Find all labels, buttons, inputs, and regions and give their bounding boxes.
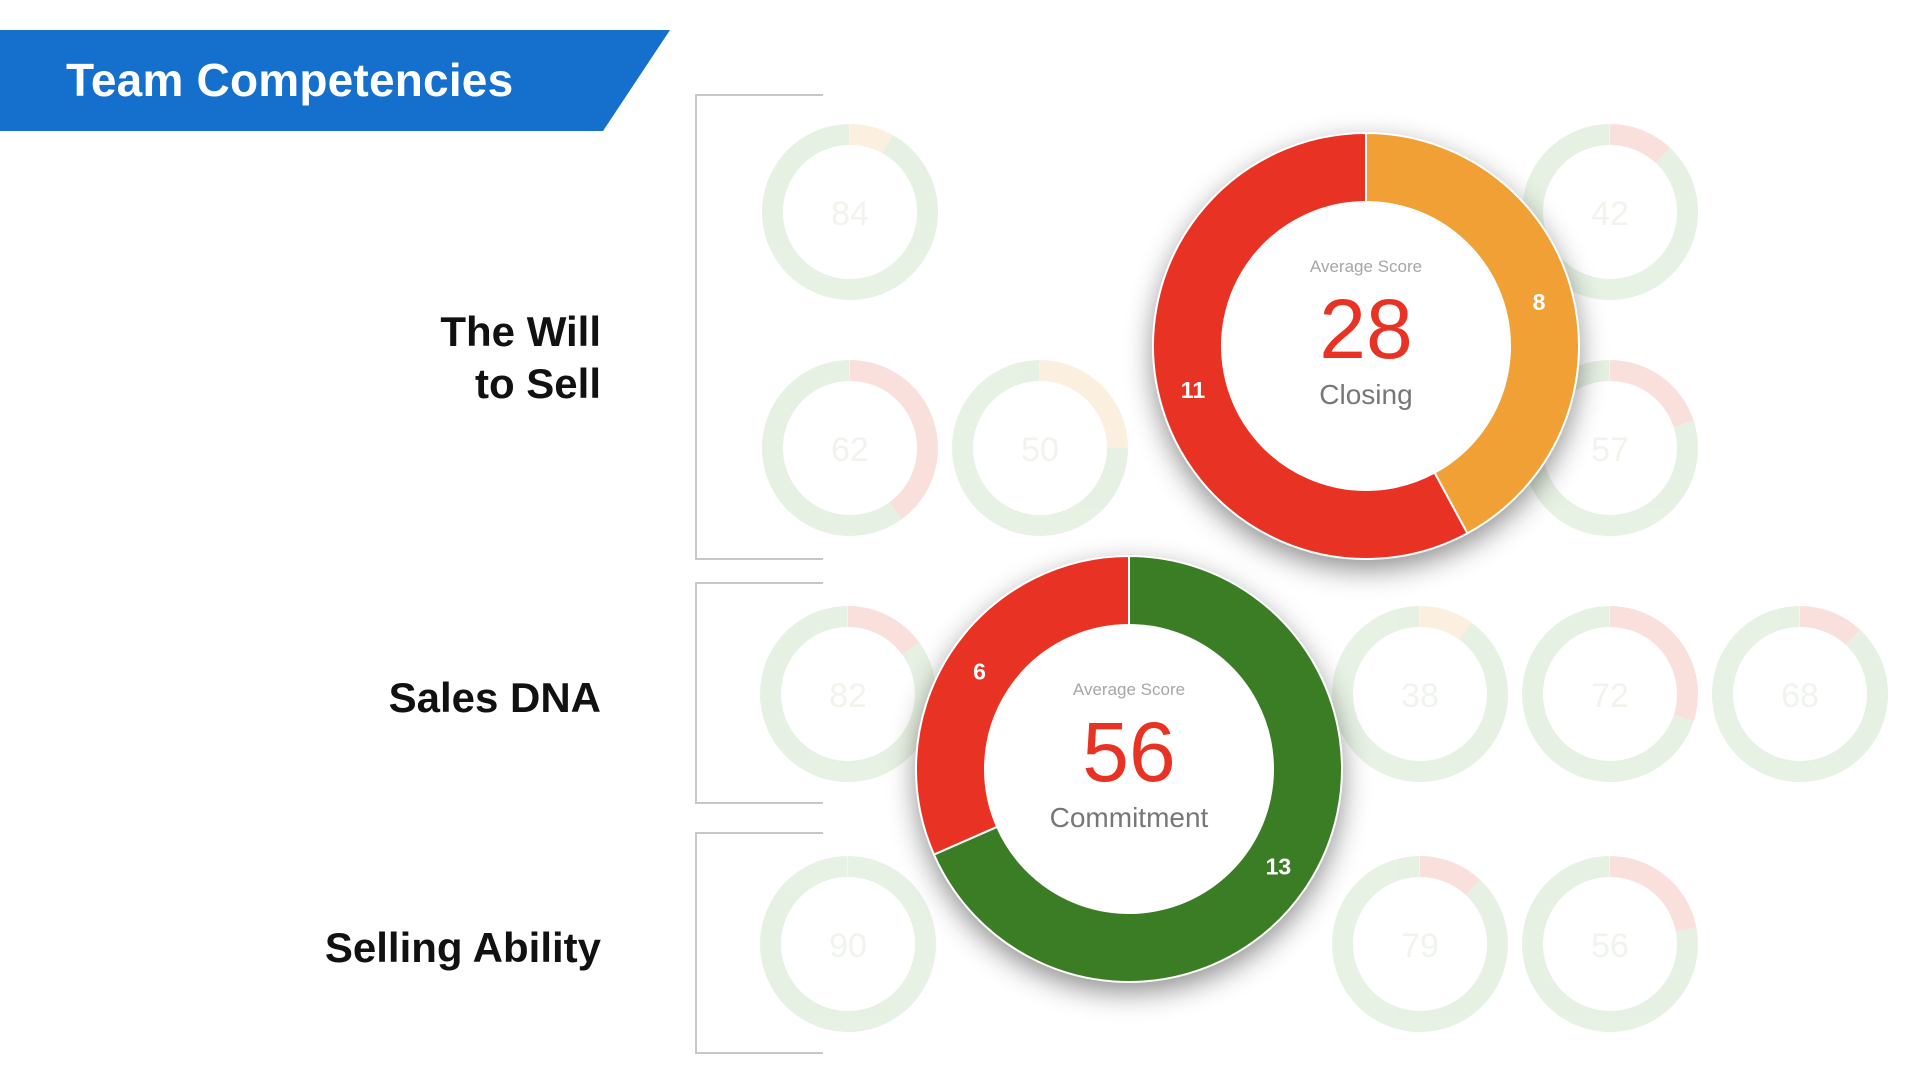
faded-donut-segment — [1420, 856, 1481, 896]
faded-donut-score: 50 — [1021, 431, 1059, 469]
section-label-selling-ability: Selling Ability — [324, 924, 601, 971]
faded-donut-score: 79 — [1401, 927, 1439, 965]
donut-caption: Average Score — [1310, 257, 1422, 276]
faded-donut-segment — [1800, 606, 1861, 646]
faded-donut-score: 38 — [1401, 677, 1439, 715]
donut-segment — [932, 554, 1343, 983]
faded-donut-score: 84 — [831, 195, 869, 233]
faded-donut: 72 — [1522, 606, 1698, 783]
donut-score: 28 — [1319, 282, 1412, 376]
faded-donut-segment — [850, 360, 939, 520]
faded-donut-segment — [1420, 606, 1472, 640]
faded-donut: 50 — [951, 360, 1128, 536]
faded-donut-score: 72 — [1591, 677, 1629, 715]
faded-donut-segment — [1610, 606, 1698, 722]
faded-donut-segment — [1610, 360, 1694, 428]
faded-donut-segment — [1040, 360, 1128, 448]
section-label-sales-dna: Sales DNA — [388, 674, 601, 721]
faded-donut-score: 42 — [1591, 195, 1629, 233]
faded-donut-score: 62 — [831, 431, 869, 469]
section-label-line1: The Will — [440, 308, 601, 355]
faded-donut-segment — [1610, 124, 1671, 164]
donut-center — [985, 625, 1273, 913]
donut-score: 56 — [1082, 705, 1175, 799]
donut-segment-label: 11 — [1181, 377, 1206, 403]
faded-donut-score: 56 — [1591, 927, 1629, 965]
donut-segment-label: 6 — [973, 658, 986, 684]
faded-donut: 38 — [1332, 606, 1509, 782]
faded-donut: 68 — [1712, 606, 1889, 783]
faded-donut-score: 68 — [1781, 677, 1819, 715]
faded-donut: 79 — [1332, 856, 1508, 1033]
faded-donut: 42 — [1521, 124, 1698, 300]
faded-donut-segment — [1610, 856, 1697, 932]
faded-donut: 82 — [760, 606, 936, 782]
donut-segment-label: 13 — [1266, 854, 1292, 880]
faded-donut: 57 — [1522, 360, 1698, 536]
donut-center — [1222, 202, 1510, 490]
faded-donut-score: 57 — [1591, 431, 1629, 469]
faded-donut-score: 90 — [829, 927, 867, 965]
donut-caption: Average Score — [1073, 680, 1185, 699]
bracket-sales-dna — [695, 582, 823, 804]
faded-donut: 56 — [1522, 856, 1699, 1032]
faded-donut: 62 — [762, 360, 939, 536]
page-title: Team Competencies — [66, 54, 514, 106]
section-label-line2: to Sell — [474, 360, 601, 407]
donut-segment-label: 8 — [1533, 289, 1546, 315]
faded-donut: 90 — [759, 856, 936, 1032]
faded-donut-segment — [850, 124, 893, 154]
faded-donut-segment — [848, 606, 920, 655]
section-label-will-to-sell: The Will to Sell — [440, 306, 601, 410]
faded-donut: 84 — [761, 124, 939, 301]
faded-donut-score: 82 — [829, 677, 867, 715]
title-banner — [0, 30, 670, 131]
bracket-will-to-sell — [695, 94, 823, 560]
bracket-selling-ability — [695, 832, 823, 1054]
faded-donut-segment — [762, 360, 902, 536]
donut-name: Closing — [1319, 379, 1412, 410]
donut-name: Commitment — [1050, 802, 1209, 833]
